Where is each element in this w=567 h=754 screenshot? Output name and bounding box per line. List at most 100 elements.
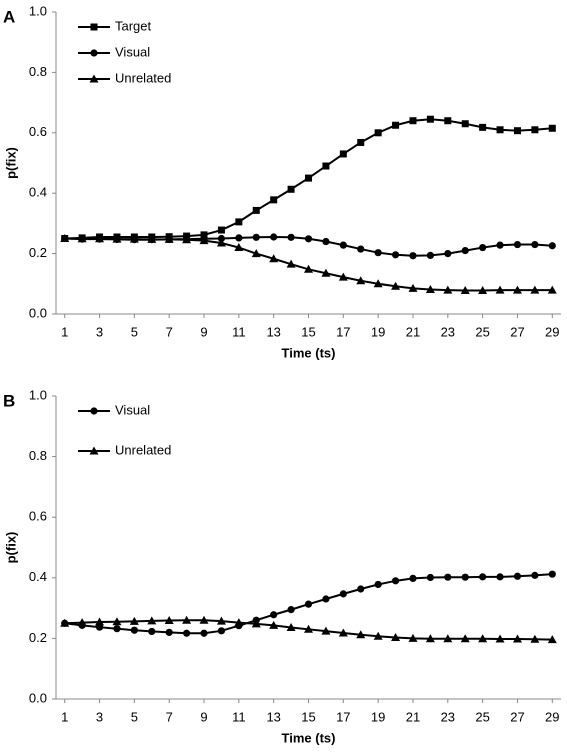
marker [513,572,522,580]
x-axis-title: Time (ts) [282,730,336,745]
marker [305,174,312,182]
marker [89,446,99,455]
marker [287,185,295,193]
marker [287,606,295,614]
marker [391,251,400,259]
marker [530,285,540,294]
y-axis-title: p(fix) [3,147,18,179]
marker [234,243,244,252]
marker [322,237,330,246]
x-tick-label: 29 [545,709,559,724]
marker [304,264,313,273]
marker [129,234,139,243]
marker [235,218,243,226]
y-tick-label: 1.0 [29,3,47,18]
marker [304,624,313,633]
marker [478,634,488,643]
x-tick-label: 23 [441,709,455,724]
x-tick-label: 13 [266,324,280,339]
x-tick-label: 7 [166,709,173,724]
marker [129,616,139,625]
marker [164,616,174,625]
marker [60,618,70,627]
marker [426,573,434,582]
x-tick-label: 11 [232,709,246,724]
marker [183,629,191,637]
marker [217,627,226,635]
marker [130,626,138,634]
marker [408,283,418,292]
marker [356,630,366,639]
marker [512,634,522,643]
marker [513,127,521,135]
marker [216,238,226,247]
y-tick-label: 0.2 [29,630,47,645]
panel-label: B [3,391,15,410]
y-tick-label: 1.0 [29,387,47,402]
x-tick-label: 17 [336,324,350,339]
marker [95,617,105,626]
marker [200,231,208,239]
marker [444,573,452,581]
marker [217,226,225,234]
marker [112,617,122,626]
marker [216,616,226,625]
x-tick-label: 27 [510,324,524,339]
marker [444,117,452,125]
y-tick-label: 0.4 [29,569,47,584]
marker [496,573,504,581]
y-tick-label: 0.8 [29,448,47,463]
y-tick-label: 0.6 [29,509,47,524]
marker [269,254,279,263]
marker [304,600,313,608]
x-tick-label: 13 [266,709,280,724]
marker [479,573,487,581]
marker [373,631,383,640]
x-tick-label: 15 [301,324,315,339]
marker [60,234,70,242]
x-tick-label: 29 [545,324,559,339]
marker [443,285,453,294]
marker [461,573,469,581]
marker [408,633,418,642]
marker [235,234,243,242]
marker [90,407,98,415]
marker [148,627,156,636]
x-tick-label: 25 [475,324,489,339]
legend-label: Visual [115,402,150,417]
marker [373,279,383,288]
marker [479,243,487,252]
marker [374,580,382,589]
marker [251,619,261,628]
x-tick-label: 15 [301,709,315,724]
marker [112,234,122,243]
marker [547,635,557,644]
marker [252,206,260,214]
x-tick-label: 27 [510,709,524,724]
x-tick-label: 7 [166,324,173,339]
marker [496,126,504,134]
series-line [64,237,553,292]
legend-label: Target [115,18,152,33]
marker [479,123,487,131]
marker [322,595,330,603]
marker [322,162,330,170]
marker [286,259,296,268]
marker [513,240,522,249]
marker [460,634,470,643]
marker [357,138,365,146]
marker [338,272,348,281]
marker [426,251,434,260]
x-tick-label: 1 [61,709,68,724]
marker [460,285,470,294]
marker [443,634,453,643]
marker [374,249,382,257]
marker [409,252,417,260]
y-tick-label: 0.0 [29,690,47,705]
marker [90,23,98,31]
x-tick-label: 21 [406,709,420,724]
marker [89,74,99,83]
marker [374,129,382,137]
marker [531,126,539,134]
y-tick-label: 0.0 [29,305,47,320]
